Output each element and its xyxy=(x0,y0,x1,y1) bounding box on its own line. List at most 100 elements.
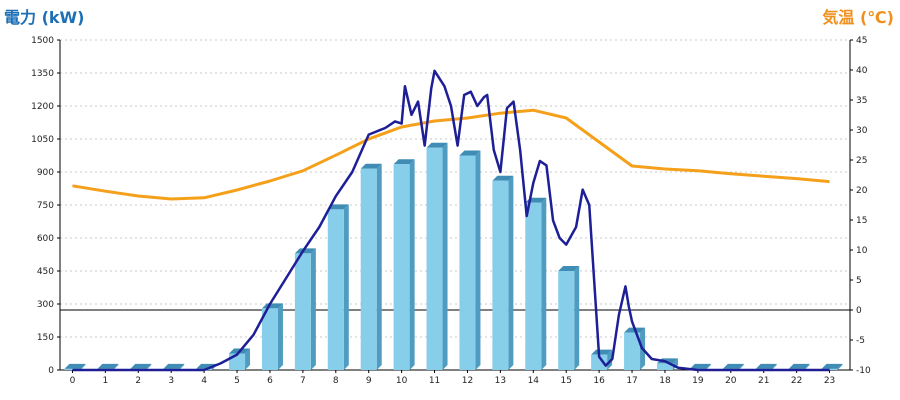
right-tick-label: 5 xyxy=(856,276,862,286)
right-tick-label: 0 xyxy=(856,306,862,316)
bar-side xyxy=(771,363,777,370)
left-tick-label: 1200 xyxy=(31,102,54,112)
x-tick-label: 14 xyxy=(528,376,540,386)
bar-side xyxy=(837,363,843,370)
bar-side xyxy=(113,363,119,370)
bar xyxy=(426,147,443,370)
x-tick-label: 11 xyxy=(429,376,440,386)
right-tick-label: 40 xyxy=(856,66,868,76)
bar xyxy=(327,209,344,370)
bar-side xyxy=(310,248,316,370)
bar-side xyxy=(376,163,382,370)
bar-side xyxy=(475,150,481,370)
bar-side xyxy=(179,363,185,370)
x-tick-label: 8 xyxy=(333,376,339,386)
bar-top xyxy=(327,204,349,210)
x-tick-label: 10 xyxy=(396,376,408,386)
bar-side xyxy=(343,204,349,370)
bar-top xyxy=(294,248,316,254)
bar-top xyxy=(788,363,810,369)
x-tick-label: 1 xyxy=(103,376,109,386)
bar-top xyxy=(163,363,185,369)
left-tick-label: 600 xyxy=(37,234,54,244)
left-tick-label: 300 xyxy=(37,300,54,310)
bar xyxy=(492,180,509,370)
bar-top xyxy=(97,363,119,369)
bar-side xyxy=(804,363,810,370)
x-tick-label: 5 xyxy=(234,376,240,386)
bar-top xyxy=(130,363,152,369)
bar-top xyxy=(64,363,86,369)
bar-side xyxy=(80,363,86,370)
bar-top xyxy=(558,266,580,271)
x-tick-label: 22 xyxy=(791,376,802,386)
x-tick-label: 16 xyxy=(593,376,605,386)
x-tick-label: 19 xyxy=(692,376,704,386)
right-tick-label: 35 xyxy=(856,96,867,106)
left-tick-label: 750 xyxy=(37,201,54,211)
bar xyxy=(459,155,476,370)
bar-top xyxy=(492,175,514,181)
bar-side xyxy=(409,159,415,370)
x-tick-label: 21 xyxy=(758,376,769,386)
left-tick-label: 1050 xyxy=(31,135,54,145)
bar-side xyxy=(442,142,448,370)
bar-side xyxy=(277,303,283,370)
right-axis-title: 気温 (℃) xyxy=(822,8,894,27)
left-tick-label: 1350 xyxy=(31,69,54,79)
bar-side xyxy=(574,266,580,370)
x-tick-label: 9 xyxy=(366,376,372,386)
bar xyxy=(656,363,673,370)
bar-top xyxy=(821,363,843,369)
bar xyxy=(393,164,410,370)
left-tick-label: 0 xyxy=(48,366,54,376)
left-tick-label: 1500 xyxy=(31,36,54,46)
bar-side xyxy=(541,197,547,370)
left-tick-label: 150 xyxy=(37,333,54,343)
bar-top xyxy=(722,363,744,369)
x-tick-label: 12 xyxy=(462,376,473,386)
bar-top xyxy=(459,150,481,156)
right-tick-label: 20 xyxy=(856,186,868,196)
x-tick-label: 18 xyxy=(659,376,671,386)
right-tick-label: 10 xyxy=(856,246,868,256)
right-tick-label: -5 xyxy=(856,336,865,346)
bar xyxy=(624,332,641,370)
bar xyxy=(525,202,542,370)
right-tick-label: 45 xyxy=(856,36,867,46)
bar-side xyxy=(705,363,711,370)
right-tick-label: -10 xyxy=(856,366,871,376)
bar-side xyxy=(508,175,514,370)
x-tick-label: 20 xyxy=(725,376,737,386)
right-tick-label: 15 xyxy=(856,216,867,226)
right-tick-label: 25 xyxy=(856,156,867,166)
left-axis-title: 電力 (kW) xyxy=(4,8,85,27)
x-tick-label: 13 xyxy=(495,376,506,386)
bar xyxy=(360,168,377,370)
bar xyxy=(294,253,311,370)
bar xyxy=(591,354,608,370)
x-tick-label: 6 xyxy=(267,376,273,386)
bar-top xyxy=(755,363,777,369)
left-tick-label: 900 xyxy=(37,168,54,178)
x-tick-label: 4 xyxy=(201,376,207,386)
x-tick-label: 0 xyxy=(70,376,76,386)
bar-side xyxy=(738,363,744,370)
bar-top xyxy=(393,159,415,165)
x-tick-label: 7 xyxy=(300,376,306,386)
bar xyxy=(558,271,575,370)
bar-top xyxy=(689,363,711,369)
power-line xyxy=(72,69,830,372)
bar-top xyxy=(360,163,382,169)
right-tick-label: 30 xyxy=(856,126,868,136)
bar xyxy=(261,308,278,370)
x-tick-label: 23 xyxy=(824,376,835,386)
left-tick-label: 450 xyxy=(37,267,54,277)
bar-side xyxy=(146,363,152,370)
bar-side xyxy=(607,349,613,370)
x-tick-label: 3 xyxy=(168,376,174,386)
bar-top xyxy=(426,142,448,148)
x-tick-label: 15 xyxy=(560,376,571,386)
